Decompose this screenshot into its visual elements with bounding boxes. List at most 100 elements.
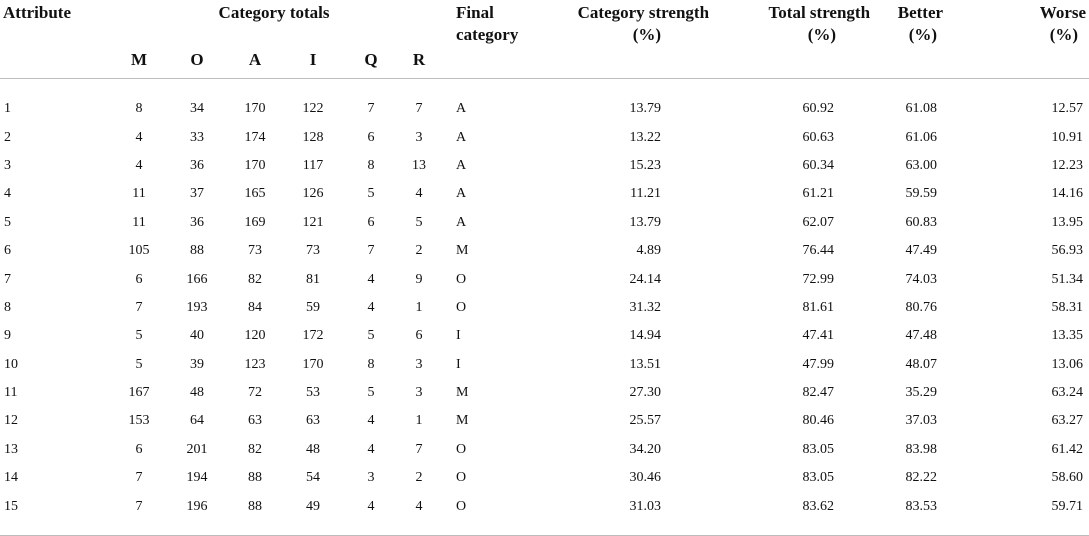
cell-q: 4	[367, 271, 375, 287]
final-category-line1: Final	[456, 3, 494, 22]
sub-header-q: Q	[364, 50, 378, 69]
sub-header-o: O	[190, 50, 204, 69]
cell-category-strength: 11.21	[630, 186, 662, 202]
cell-r: 13	[412, 157, 427, 173]
cell-total-strength: 81.61	[802, 299, 835, 315]
cell-a: 82	[248, 271, 262, 287]
category-strength-line1: Category strength	[577, 3, 710, 22]
cell-r: 2	[415, 243, 423, 259]
cell-o: 166	[186, 271, 208, 287]
cell-q: 8	[367, 157, 375, 173]
table-body: 1 8 34 170 122 7 7 A 13.79 60.92 61.08 12.57 2 4 33 174…	[0, 79, 1089, 536]
cell-final-category: A	[456, 214, 467, 230]
cell-o: 34	[190, 101, 204, 117]
cell-o: 201	[186, 441, 208, 457]
cell-total-strength: 83.05	[802, 441, 835, 457]
cell-attribute: 12	[4, 413, 18, 429]
cell-worse: 63.24	[1051, 385, 1084, 401]
cell-category-strength: 24.14	[629, 271, 662, 287]
cell-r: 1	[415, 299, 423, 315]
better-line2: (%)	[908, 25, 938, 44]
cell-category-strength: 13.79	[629, 101, 662, 117]
body-top-spacer	[0, 79, 1089, 95]
final-category-line2: category	[456, 25, 519, 44]
cell-attribute: 13	[4, 441, 18, 457]
cell-total-strength: 83.62	[802, 498, 835, 514]
table-row: 12 153 64 63 63 4 1 M 25.57 80.46 37.03 63.27	[0, 407, 1089, 435]
cell-worse: 12.23	[1051, 157, 1084, 173]
cell-a: 73	[248, 243, 262, 259]
sub-header-i: I	[309, 50, 317, 69]
cell-category-strength: 13.22	[629, 129, 662, 145]
cell-q: 5	[367, 385, 375, 401]
cell-q: 7	[367, 101, 375, 117]
table-row: 4 11 37 165 126 5 4 A 11.21 61.21 59.59 14.16	[0, 180, 1089, 208]
cell-better: 59.59	[905, 186, 938, 202]
cell-r: 1	[415, 413, 423, 429]
cell-category-strength: 30.46	[629, 470, 662, 486]
better-line1: Better	[897, 3, 944, 22]
cell-final-category: A	[456, 101, 467, 117]
cell-m: 11	[132, 186, 146, 202]
cell-m: 6	[135, 271, 143, 287]
cell-total-strength: 60.92	[802, 101, 835, 117]
table-header: Attribute Category totals Final category…	[0, 0, 1089, 79]
cell-better: 37.03	[905, 413, 938, 429]
cell-i: 172	[302, 328, 324, 344]
cell-better: 63.00	[905, 157, 938, 173]
cell-better: 60.83	[905, 214, 938, 230]
cell-final-category: O	[456, 271, 467, 287]
table-row: 3 4 36 170 117 8 13 A 15.23 60.34 63.00 12.23	[0, 152, 1089, 180]
cell-worse: 13.35	[1051, 328, 1084, 344]
cell-worse: 13.95	[1051, 214, 1084, 230]
cell-o: 36	[190, 214, 204, 230]
cell-o: 196	[186, 498, 208, 514]
cell-i: 49	[306, 498, 320, 514]
cell-total-strength: 82.47	[802, 385, 835, 401]
cell-i: 117	[302, 157, 324, 173]
cell-o: 36	[190, 157, 204, 173]
cell-m: 105	[128, 243, 150, 259]
cell-q: 6	[367, 129, 375, 145]
cell-q: 8	[367, 356, 375, 372]
cell-o: 37	[190, 186, 204, 202]
cell-total-strength: 60.34	[802, 157, 835, 173]
cell-i: 122	[302, 101, 324, 117]
cell-final-category: I	[456, 356, 461, 372]
table-row: 13 6 201 82 48 4 7 O 34.20 83.05 83.98 61.42	[0, 436, 1089, 464]
table-row: 11 167 48 72 53 5 3 M 27.30 82.47 35.29 63.24	[0, 379, 1089, 407]
cell-category-strength: 14.94	[629, 328, 662, 344]
cell-q: 4	[367, 441, 375, 457]
cell-attribute: 6	[4, 243, 11, 259]
cell-total-strength: 72.99	[802, 271, 835, 287]
cell-r: 2	[415, 470, 423, 486]
table-row: 8 7 193 84 59 4 1 O 31.32 81.61 80.76 58.31	[0, 294, 1089, 322]
cell-worse: 12.57	[1051, 101, 1084, 117]
cell-i: 54	[306, 470, 320, 486]
cell-a: 82	[248, 441, 262, 457]
cell-q: 3	[367, 470, 375, 486]
cell-better: 48.07	[905, 356, 938, 372]
cell-final-category: M	[456, 385, 469, 401]
cell-q: 4	[367, 299, 375, 315]
cell-i: 59	[306, 299, 320, 315]
category-strength-line2: (%)	[632, 25, 662, 44]
cell-attribute: 14	[4, 470, 18, 486]
cell-better: 83.98	[905, 441, 938, 457]
cell-r: 6	[415, 328, 423, 344]
cell-attribute: 1	[4, 101, 11, 117]
cell-worse: 14.16	[1051, 186, 1084, 202]
cell-attribute: 2	[4, 129, 11, 145]
cell-better: 61.08	[905, 101, 938, 117]
cell-better: 47.49	[905, 243, 938, 259]
cell-better: 47.48	[905, 328, 938, 344]
cell-final-category: O	[456, 470, 467, 486]
cell-a: 120	[244, 328, 266, 344]
cell-q: 5	[367, 186, 375, 202]
sub-header-r: R	[412, 50, 426, 69]
cell-final-category: I	[456, 328, 461, 344]
cell-final-category: A	[456, 186, 467, 202]
cell-i: 81	[306, 271, 320, 287]
cell-a: 63	[248, 413, 262, 429]
table-row: 9 5 40 120 172 5 6 I 14.94 47.41 47.48 13.35	[0, 322, 1089, 350]
